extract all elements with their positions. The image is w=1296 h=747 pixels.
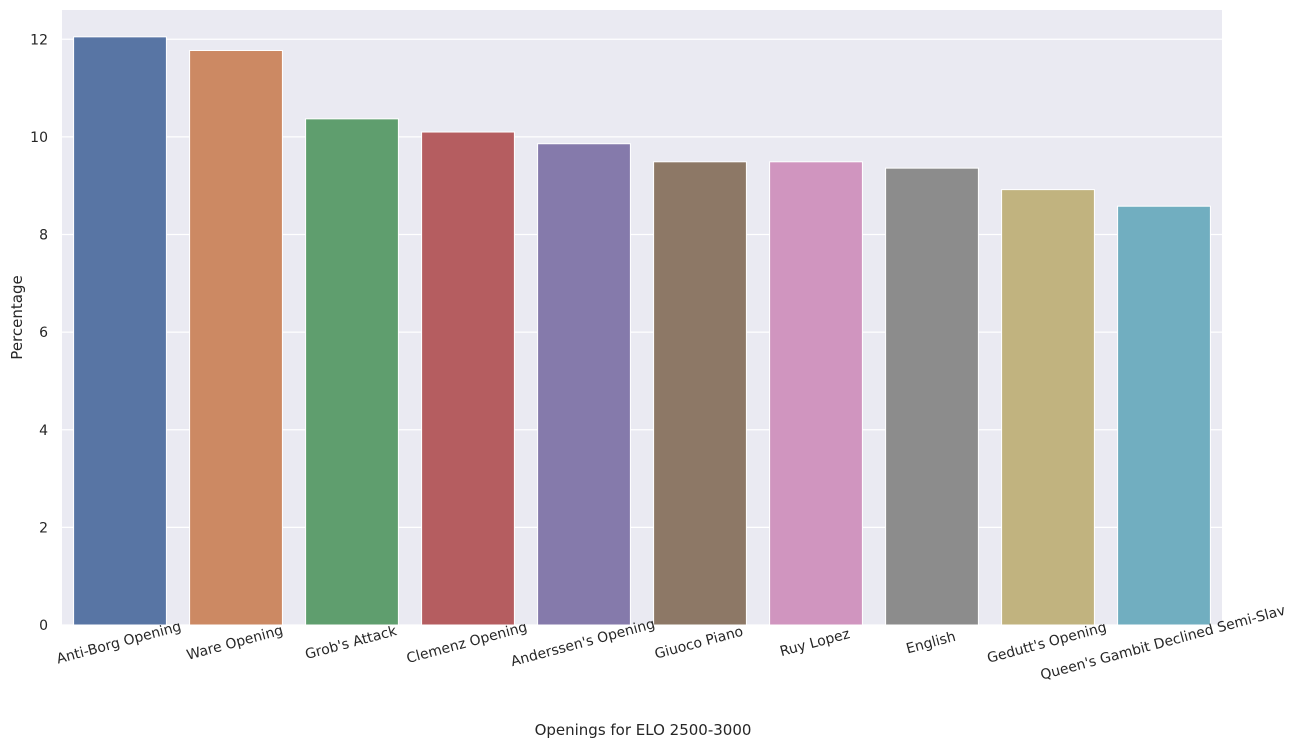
x-tick-label: Ware Opening — [185, 623, 285, 664]
bars — [73, 36, 1211, 626]
x-tick-label: Anti-Borg Opening — [55, 619, 183, 668]
bar — [421, 131, 515, 626]
y-tick-label: 10 — [30, 130, 48, 146]
x-tick-label: Ruy Lopez — [778, 626, 851, 660]
bar — [769, 161, 863, 626]
y-tick-label: 12 — [30, 32, 48, 48]
y-tick-label: 2 — [39, 520, 48, 536]
x-tick-label: English — [904, 629, 957, 658]
bar — [537, 143, 631, 626]
y-tick-label: 0 — [39, 618, 48, 634]
bar — [73, 36, 167, 626]
bar — [653, 161, 747, 626]
x-tick-label: Giuoco Piano — [653, 624, 745, 663]
y-tick-label: 8 — [39, 228, 48, 244]
y-tick-labels: 0 2 4 6 8 10 12 — [30, 32, 48, 634]
bar — [885, 167, 979, 626]
y-tick-label: 4 — [39, 423, 48, 439]
bar — [1001, 189, 1095, 626]
x-axis-label: Openings for ELO 2500-3000 — [535, 721, 752, 739]
x-tick-label: Grob's Attack — [303, 623, 399, 663]
y-tick-label: 6 — [39, 325, 48, 341]
bar — [305, 118, 399, 626]
bar — [1117, 205, 1211, 626]
bar — [189, 50, 283, 626]
y-axis-label: Percentage — [8, 275, 26, 359]
